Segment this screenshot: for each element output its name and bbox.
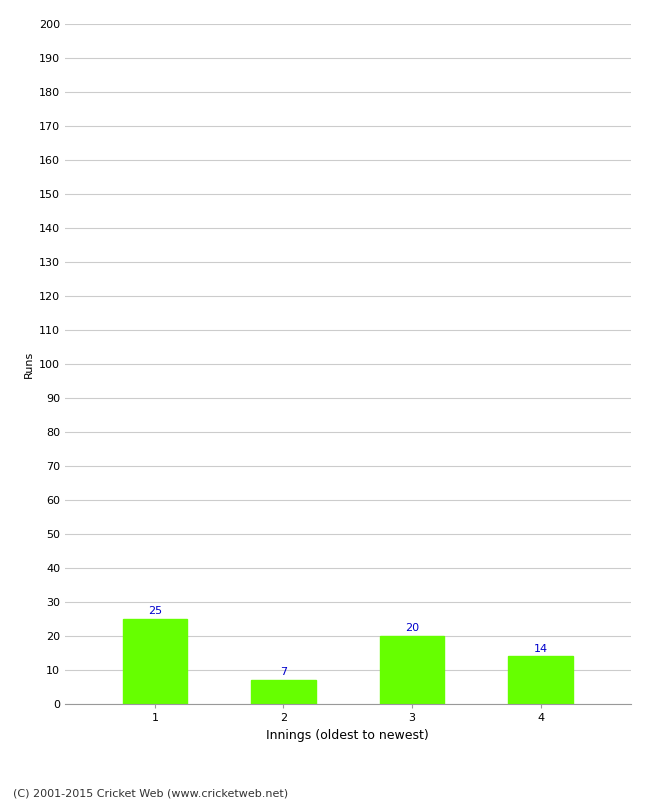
Text: 14: 14 xyxy=(534,644,547,654)
X-axis label: Innings (oldest to newest): Innings (oldest to newest) xyxy=(266,729,429,742)
Text: 7: 7 xyxy=(280,667,287,678)
Bar xyxy=(252,680,316,704)
Bar xyxy=(380,636,444,704)
Text: (C) 2001-2015 Cricket Web (www.cricketweb.net): (C) 2001-2015 Cricket Web (www.cricketwe… xyxy=(13,788,288,798)
Bar xyxy=(123,619,187,704)
Bar xyxy=(508,656,573,704)
Y-axis label: Runs: Runs xyxy=(23,350,33,378)
Text: 20: 20 xyxy=(405,623,419,634)
Text: 25: 25 xyxy=(148,606,162,616)
